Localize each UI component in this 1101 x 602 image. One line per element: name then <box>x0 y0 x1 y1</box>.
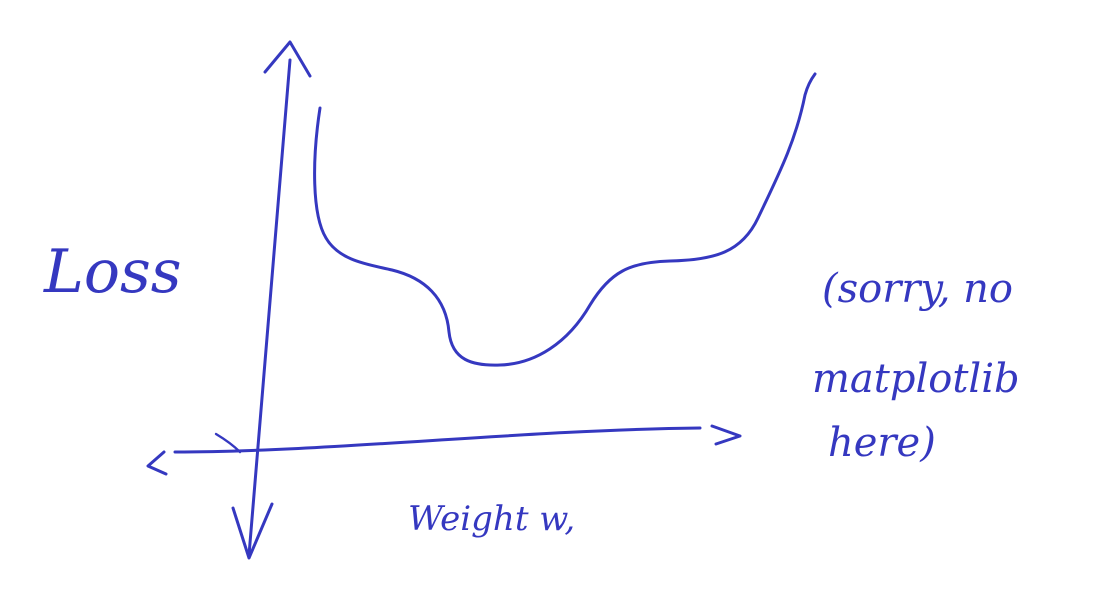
aside-note-line-2: matplotlib <box>812 356 1020 402</box>
y-axis-arrowhead-bottom <box>231 502 274 560</box>
y-axis-arrowhead-top <box>263 40 312 78</box>
y-axis <box>231 40 312 560</box>
x-axis-label: Weight w, <box>408 499 575 539</box>
aside-note-line-1: (sorry, no <box>822 266 1013 312</box>
y-axis-label: Loss <box>43 237 182 307</box>
x-axis-arrowhead-right <box>710 424 742 446</box>
aside-note-line-3: here) <box>828 420 936 466</box>
y-axis-line <box>247 58 292 557</box>
x-axis-tick-stroke <box>214 432 242 454</box>
x-axis-line <box>173 426 702 454</box>
x-axis <box>146 424 742 476</box>
loss-curve <box>313 72 817 367</box>
aside-note: (sorry, no matplotlib here) <box>812 266 1020 466</box>
x-axis-arrowhead-left <box>146 450 168 476</box>
